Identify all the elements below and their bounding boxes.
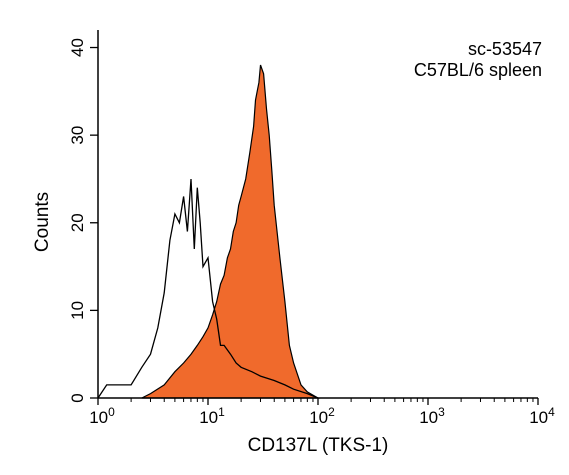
series-filled-histogram (141, 64, 321, 399)
y-tick-label: 10 (68, 301, 87, 320)
y-axis-title: Counts (32, 192, 53, 252)
y-tick-label: 30 (68, 126, 87, 145)
series-outline-histogram (97, 178, 319, 399)
x-tick-label: 103 (419, 405, 445, 427)
x-tick-label: 100 (89, 405, 115, 427)
annotation-antibody: sc-53547 (468, 39, 542, 59)
y-tick-label: 20 (68, 213, 87, 232)
x-tick-label: 102 (309, 405, 335, 427)
plot-area (97, 30, 538, 399)
x-axis-ticks: 100 101 102 103 104 (89, 398, 555, 427)
x-tick-label: 104 (529, 405, 555, 427)
x-tick-label: 101 (199, 405, 225, 427)
y-axis-ticks: 0 10 20 30 40 (68, 38, 98, 403)
y-tick-label: 40 (68, 38, 87, 57)
annotation-sample: C57BL/6 spleen (414, 60, 542, 80)
y-tick-label: 0 (68, 393, 87, 402)
x-axis-title: CD137L (TKS-1) (248, 435, 389, 456)
